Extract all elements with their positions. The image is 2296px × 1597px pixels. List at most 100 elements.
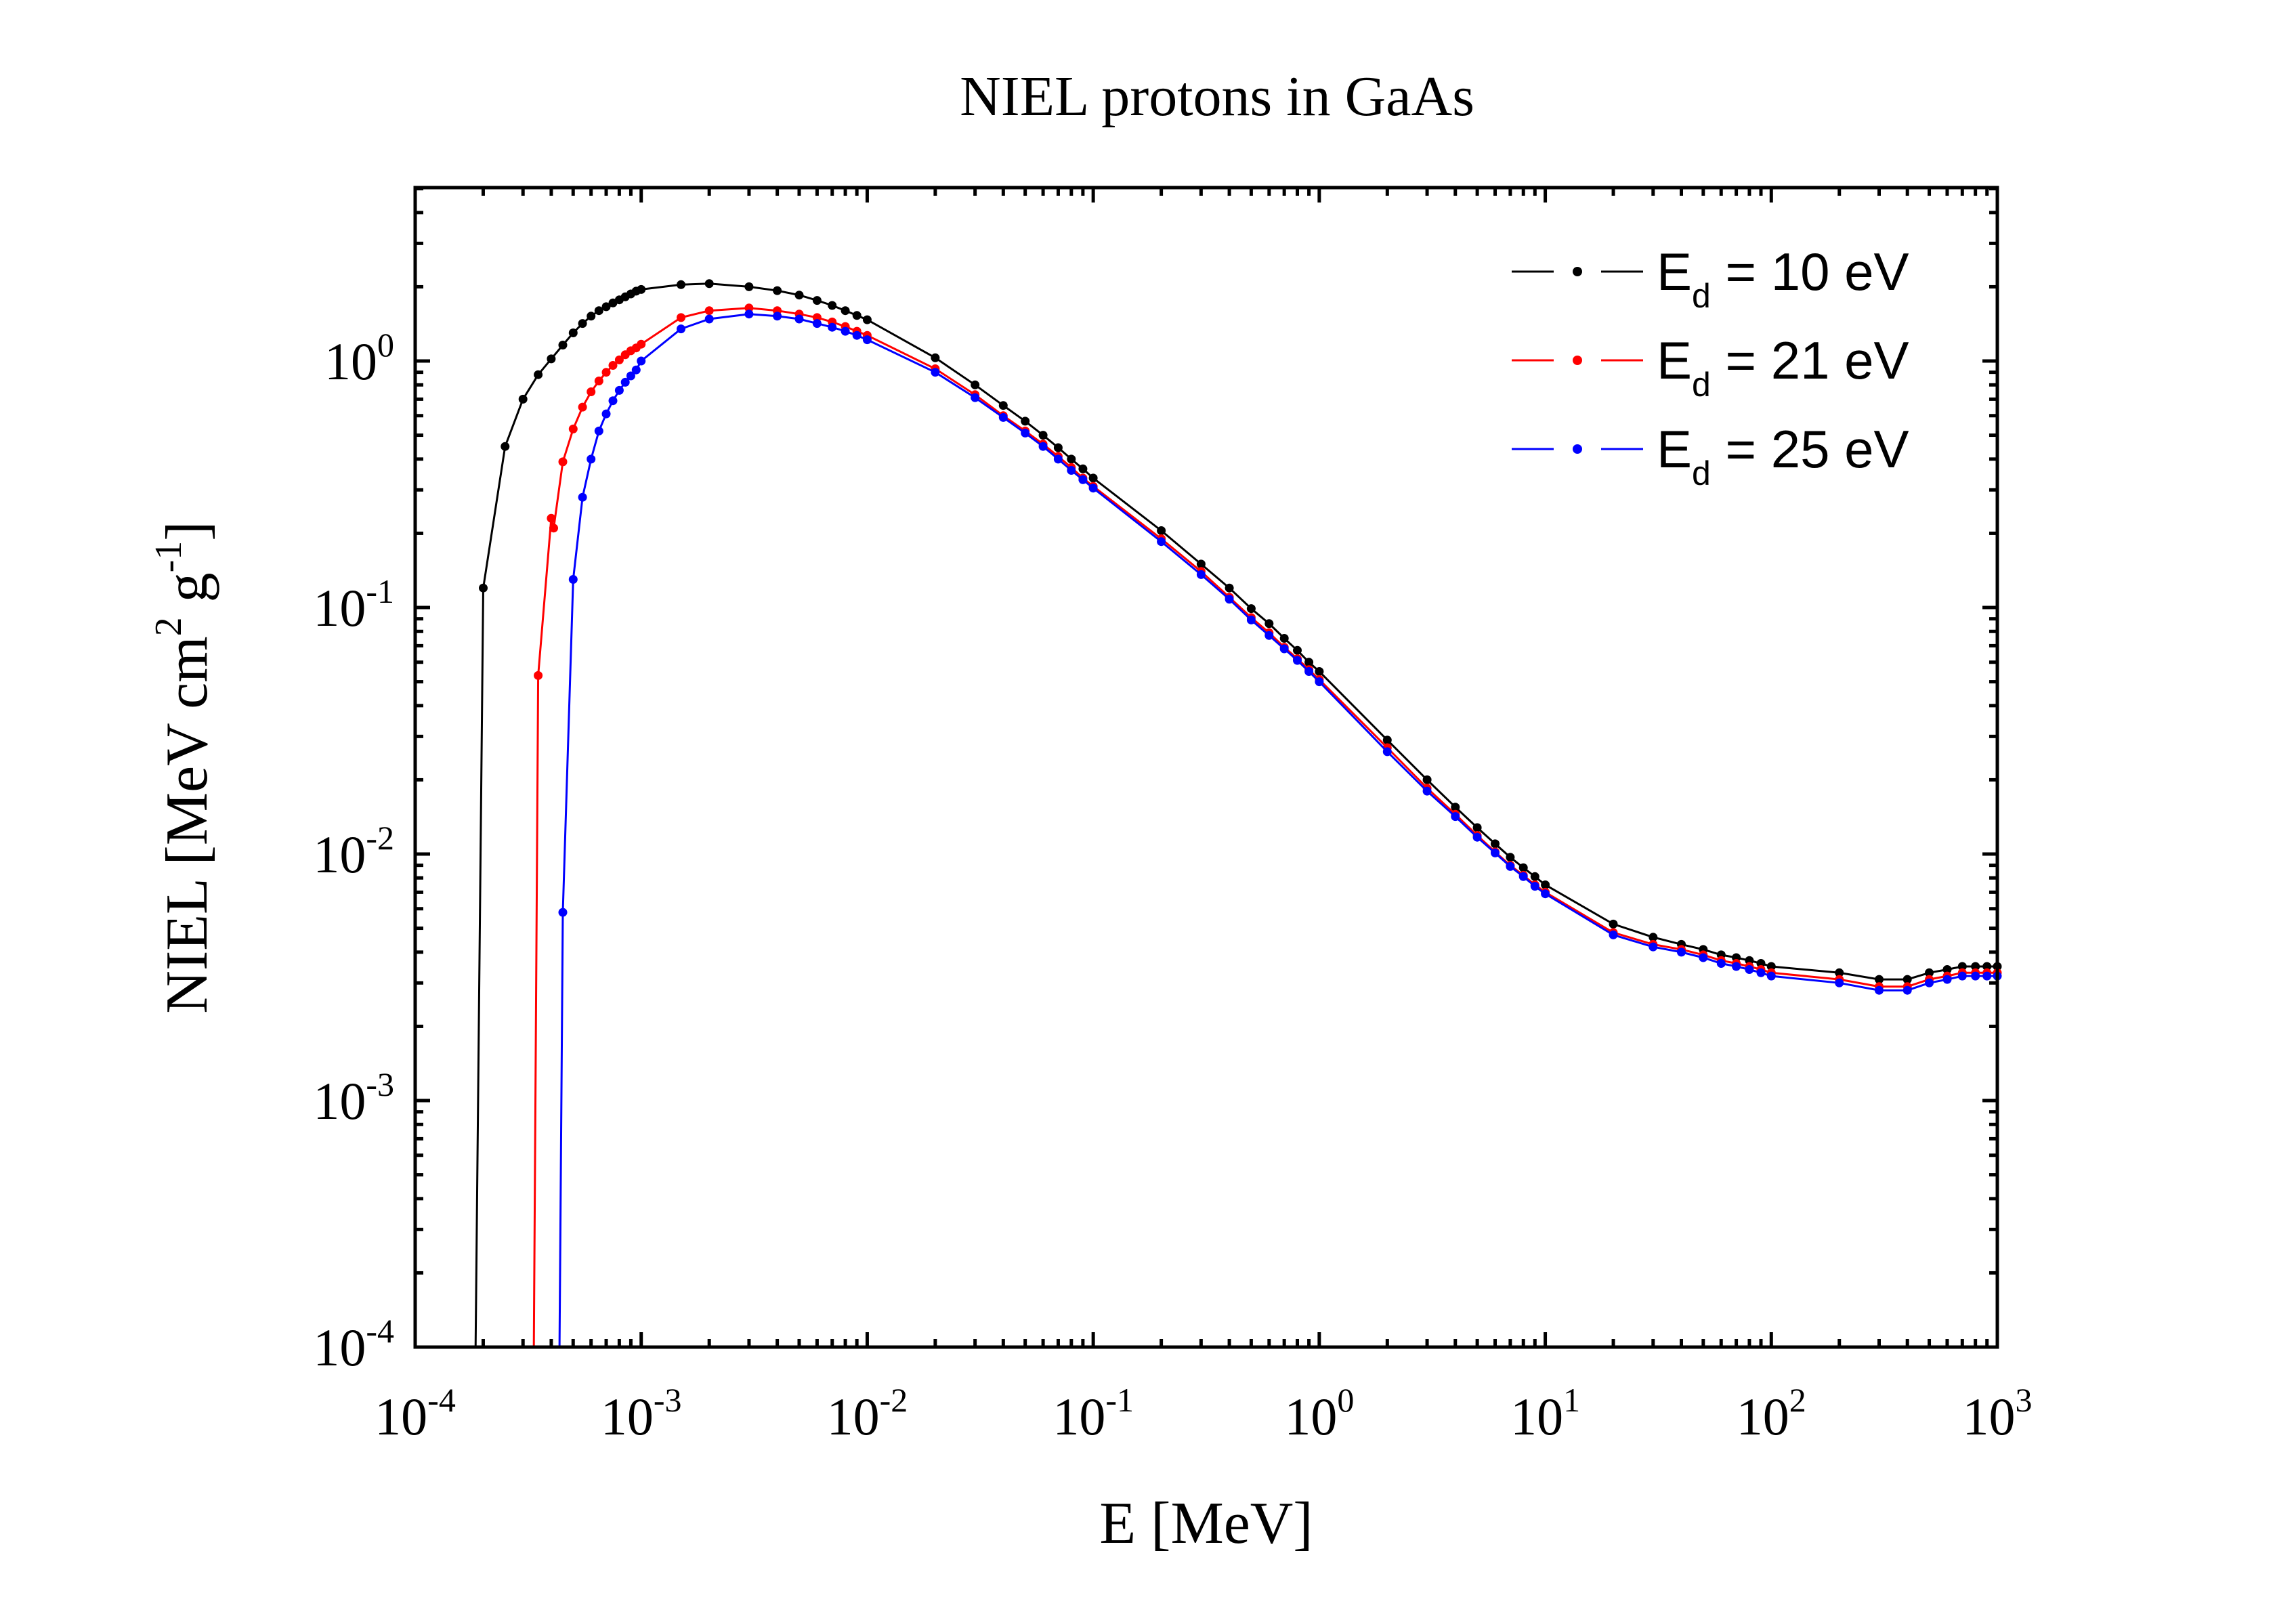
data-point bbox=[479, 583, 488, 593]
data-point bbox=[1530, 882, 1539, 891]
data-point bbox=[1422, 786, 1432, 796]
data-point bbox=[1925, 968, 1934, 977]
data-point bbox=[594, 306, 603, 316]
data-point bbox=[862, 315, 872, 324]
x-axis-label: E [MeV] bbox=[1099, 1491, 1313, 1556]
data-point bbox=[1649, 942, 1658, 952]
legend-entry-1: Ed = 10 eV bbox=[1512, 242, 1909, 315]
data-point bbox=[1304, 667, 1314, 676]
data-point bbox=[1382, 736, 1392, 745]
data-point bbox=[1541, 880, 1550, 889]
legend: Ed = 10 eV Ed = 21 eV Ed = 25 eV bbox=[1512, 242, 1909, 492]
legend-entry-2: Ed = 21 eV bbox=[1512, 331, 1909, 404]
data-point bbox=[1279, 644, 1289, 654]
data-point bbox=[841, 326, 850, 336]
data-point bbox=[1472, 823, 1482, 832]
data-point bbox=[1053, 454, 1063, 464]
data-point bbox=[1491, 839, 1500, 849]
data-point bbox=[1875, 975, 1884, 984]
data-point bbox=[1472, 832, 1482, 842]
data-point bbox=[578, 319, 587, 328]
y-tick-label: 10-2 bbox=[313, 819, 394, 884]
legend-label: Ed = 21 eV bbox=[1657, 331, 1909, 404]
plot-frame bbox=[413, 186, 1999, 1349]
data-point bbox=[1225, 595, 1234, 604]
data-point bbox=[971, 393, 980, 402]
data-point bbox=[1745, 965, 1754, 974]
data-point bbox=[852, 311, 862, 320]
data-point bbox=[568, 575, 578, 584]
data-point bbox=[1766, 971, 1776, 981]
x-tick-label: 10-1 bbox=[1053, 1381, 1134, 1446]
data-point bbox=[1304, 658, 1314, 667]
data-point bbox=[601, 368, 611, 377]
data-point bbox=[1088, 473, 1098, 483]
data-point bbox=[1038, 431, 1048, 440]
data-point bbox=[1530, 872, 1539, 881]
data-point bbox=[558, 341, 568, 349]
data-point bbox=[1541, 889, 1550, 899]
y-axis-label-mid: g bbox=[154, 572, 220, 617]
data-point bbox=[594, 426, 603, 435]
data-point bbox=[1518, 872, 1528, 881]
data-point bbox=[1982, 962, 1992, 971]
data-point bbox=[744, 310, 754, 319]
series-1 bbox=[474, 279, 2002, 1348]
y-axis-label-sup-cm: 2 bbox=[148, 617, 190, 636]
x-axis-tick-labels: 10-4 10-3 10-2 10-1 100 101 102 103 bbox=[375, 1381, 2032, 1446]
y-tick-label: 100 bbox=[324, 326, 394, 391]
data-point bbox=[773, 286, 782, 295]
data-point bbox=[1942, 965, 1952, 974]
legend-label: Ed = 25 eV bbox=[1657, 419, 1909, 492]
data-point bbox=[587, 387, 596, 396]
data-point bbox=[1766, 962, 1776, 971]
data-point bbox=[518, 394, 528, 404]
data-point bbox=[677, 280, 685, 289]
data-point bbox=[1053, 443, 1063, 452]
data-point bbox=[1732, 962, 1741, 971]
data-point bbox=[841, 306, 850, 316]
data-point bbox=[852, 331, 862, 340]
data-point bbox=[568, 424, 578, 433]
data-point bbox=[601, 302, 611, 312]
data-point bbox=[1078, 464, 1088, 473]
data-point bbox=[1264, 631, 1274, 640]
data-point bbox=[637, 284, 646, 294]
data-point bbox=[1067, 466, 1076, 475]
data-point bbox=[794, 314, 804, 324]
data-point bbox=[1451, 812, 1460, 822]
data-point bbox=[862, 335, 872, 345]
data-point bbox=[1649, 933, 1658, 942]
data-point bbox=[1902, 985, 1912, 995]
data-point bbox=[547, 354, 556, 364]
data-point bbox=[587, 454, 596, 464]
data-point bbox=[1506, 861, 1515, 871]
data-point bbox=[1038, 442, 1048, 451]
data-point bbox=[1971, 971, 1980, 981]
data-point bbox=[744, 282, 754, 291]
data-point bbox=[1957, 962, 1967, 971]
data-point bbox=[1491, 848, 1500, 857]
data-point bbox=[1677, 947, 1686, 957]
data-point bbox=[773, 312, 782, 321]
x-tick-label: 103 bbox=[1963, 1381, 2033, 1446]
data-point bbox=[1067, 454, 1076, 464]
data-point bbox=[547, 513, 556, 523]
data-point bbox=[626, 371, 635, 381]
data-point bbox=[1835, 978, 1844, 987]
data-point bbox=[1382, 747, 1392, 757]
data-point bbox=[1609, 930, 1618, 939]
data-point bbox=[1264, 619, 1274, 629]
data-point bbox=[931, 368, 940, 377]
data-point bbox=[1609, 919, 1618, 929]
data-point bbox=[677, 324, 685, 334]
data-point bbox=[1925, 978, 1934, 987]
data-point bbox=[608, 396, 618, 406]
data-point bbox=[1021, 417, 1030, 426]
data-point bbox=[614, 385, 624, 395]
y-axis-label-base: NIEL [MeV cm bbox=[154, 636, 220, 1013]
data-point bbox=[1196, 570, 1206, 579]
data-point bbox=[631, 365, 641, 375]
